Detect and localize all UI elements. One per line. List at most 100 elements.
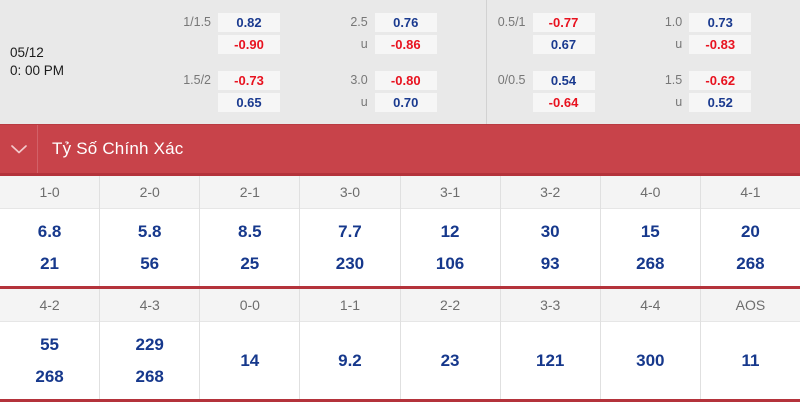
score-cell[interactable]: 4-0 15 268 [601,176,701,286]
score-value[interactable]: 25 [240,254,259,273]
score-value[interactable]: 268 [636,254,664,273]
odds-value[interactable]: 0.54 [533,71,595,90]
score-value[interactable]: 21 [40,254,59,273]
score-value[interactable]: 5.8 [138,222,162,241]
score-cell[interactable]: 4-3 229 268 [100,289,200,399]
odds-line[interactable]: 0.67 [487,35,644,54]
odds-value[interactable]: -0.80 [375,71,437,90]
score-label: AOS [701,289,800,322]
odds-value[interactable]: -0.62 [689,71,751,90]
odds-line[interactable]: 1.5 -0.62 [643,71,800,90]
score-value[interactable]: 106 [436,254,464,273]
odds-line[interactable]: 3.0 -0.80 [329,71,486,90]
score-cell[interactable]: 4-4 300 [601,289,701,399]
score-value[interactable]: 300 [636,351,664,370]
total-block-1[interactable]: 2.5 0.76 u -0.86 [329,11,486,55]
score-value[interactable]: 14 [240,351,259,370]
market-title: Tỷ Số Chính Xác [38,139,184,159]
score-value[interactable]: 230 [336,254,364,273]
odds-value[interactable]: 0.73 [689,13,751,32]
score-cell[interactable]: 2-2 23 [401,289,501,399]
score-cell[interactable]: 1-0 6.8 21 [0,176,100,286]
total-block-2[interactable]: 3.0 -0.80 u 0.70 [329,69,486,113]
chevron-down-icon[interactable] [0,125,38,173]
odds-line[interactable]: 1/1.5 0.82 [172,13,329,32]
score-value[interactable]: 55 [40,335,59,354]
score-value[interactable]: 30 [541,222,560,241]
match-datetime: 05/12 0: 00 PM [0,0,172,124]
score-value[interactable]: 268 [736,254,764,273]
score-value[interactable]: 93 [541,254,560,273]
score-value[interactable]: 268 [35,367,63,386]
score-cell[interactable]: 4-2 55 268 [0,289,100,399]
odds-value[interactable]: -0.83 [689,35,751,54]
score-value[interactable]: 6.8 [38,222,62,241]
odds-value[interactable]: -0.73 [218,71,280,90]
market-header-bar[interactable]: Tỷ Số Chính Xác [0,124,800,173]
odds-line[interactable]: 1.0 0.73 [643,13,800,32]
score-value[interactable]: 268 [136,367,164,386]
odds-line[interactable]: 0.5/1 -0.77 [487,13,644,32]
score-value[interactable]: 15 [641,222,660,241]
odds-label: 2.5 [329,13,375,32]
odds-value[interactable]: 0.65 [218,93,280,112]
total-block-4[interactable]: 1.5 -0.62 u 0.52 [643,69,800,113]
odds-value[interactable]: -0.86 [375,35,437,54]
odds-line[interactable]: 0.65 [172,93,329,112]
total-block-3[interactable]: 1.0 0.73 u -0.83 [643,11,800,55]
odds-value[interactable]: 0.76 [375,13,437,32]
score-value[interactable]: 121 [536,351,564,370]
odds-line[interactable]: u 0.52 [643,93,800,112]
handicap-block-3[interactable]: 0.5/1 -0.77 0.67 [487,11,644,55]
score-cell[interactable]: 2-0 5.8 56 [100,176,200,286]
odds-value[interactable]: 0.70 [375,93,437,112]
odds-line[interactable]: u 0.70 [329,93,486,112]
score-label: 4-2 [0,289,99,322]
score-cell[interactable]: 2-1 8.5 25 [200,176,300,286]
handicap-block-4[interactable]: 0/0.5 0.54 -0.64 [487,69,644,113]
odds-label: 0.5/1 [487,13,533,32]
score-values: 12 106 [401,209,500,286]
handicap-block-2[interactable]: 1.5/2 -0.73 0.65 [172,69,329,113]
score-value[interactable]: 23 [441,351,460,370]
score-label: 3-0 [300,176,399,209]
score-cell[interactable]: 1-1 9.2 [300,289,400,399]
odds-value[interactable]: -0.90 [218,35,280,54]
score-cell[interactable]: 4-1 20 268 [701,176,800,286]
score-value[interactable]: 7.7 [338,222,362,241]
odds-label: 0/0.5 [487,71,533,90]
odds-value[interactable]: -0.64 [533,93,595,112]
correct-score-grid: 1-0 6.8 21 2-0 5.8 56 2-1 8.5 25 [0,173,800,402]
score-cell[interactable]: 0-0 14 [200,289,300,399]
score-values: 8.5 25 [200,209,299,286]
odds-value[interactable]: -0.77 [533,13,595,32]
odds-label: 3.0 [329,71,375,90]
score-value[interactable]: 8.5 [238,222,262,241]
odds-line[interactable]: u -0.86 [329,35,486,54]
odds-line[interactable]: 0/0.5 0.54 [487,71,644,90]
score-cell[interactable]: 3-1 12 106 [401,176,501,286]
handicap-block-1[interactable]: 1/1.5 0.82 -0.90 [172,11,329,55]
score-values: 20 268 [701,209,800,286]
odds-label: 1.0 [643,13,689,32]
score-values: 11 [701,322,800,399]
score-cell[interactable]: 3-2 30 93 [501,176,601,286]
score-cell[interactable]: 3-3 121 [501,289,601,399]
score-cell[interactable]: 3-0 7.7 230 [300,176,400,286]
odds-line[interactable]: -0.90 [172,35,329,54]
odds-line[interactable]: -0.64 [487,93,644,112]
score-value[interactable]: 12 [441,222,460,241]
odds-line[interactable]: 1.5/2 -0.73 [172,71,329,90]
odds-value[interactable]: 0.82 [218,13,280,32]
score-cell[interactable]: AOS 11 [701,289,800,399]
score-value[interactable]: 20 [741,222,760,241]
score-value[interactable]: 11 [741,351,759,370]
score-value[interactable]: 9.2 [338,351,362,370]
score-value[interactable]: 229 [136,335,164,354]
odds-value[interactable]: 0.67 [533,35,595,54]
odds-line[interactable]: u -0.83 [643,35,800,54]
odds-value[interactable]: 0.52 [689,93,751,112]
score-values: 23 [401,322,500,399]
score-value[interactable]: 56 [140,254,159,273]
odds-line[interactable]: 2.5 0.76 [329,13,486,32]
